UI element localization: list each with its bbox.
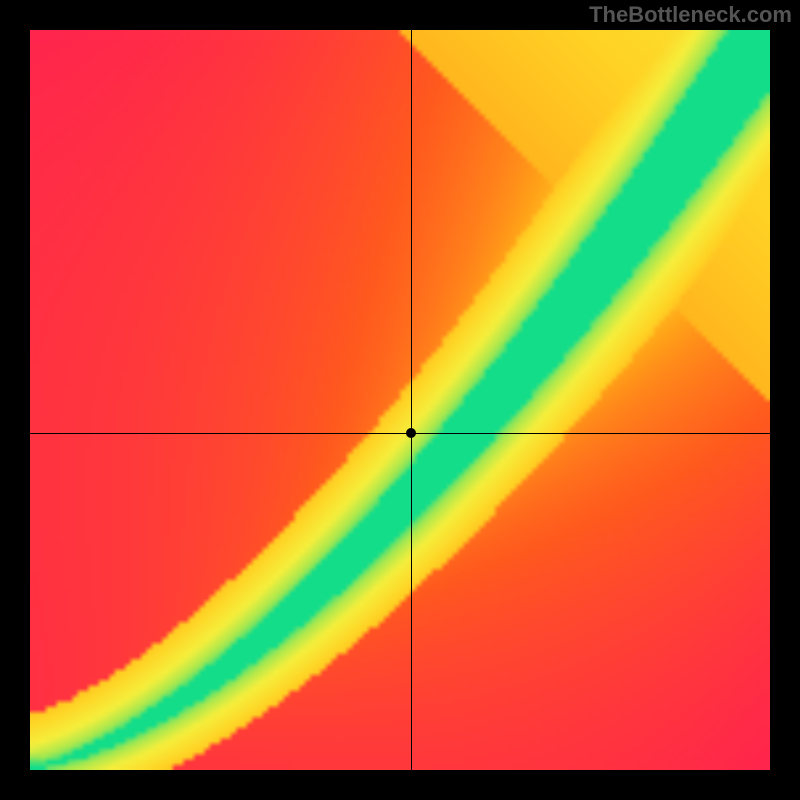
watermark-text: TheBottleneck.com <box>589 2 792 28</box>
heatmap-canvas <box>30 30 770 770</box>
chart-container: TheBottleneck.com <box>0 0 800 800</box>
